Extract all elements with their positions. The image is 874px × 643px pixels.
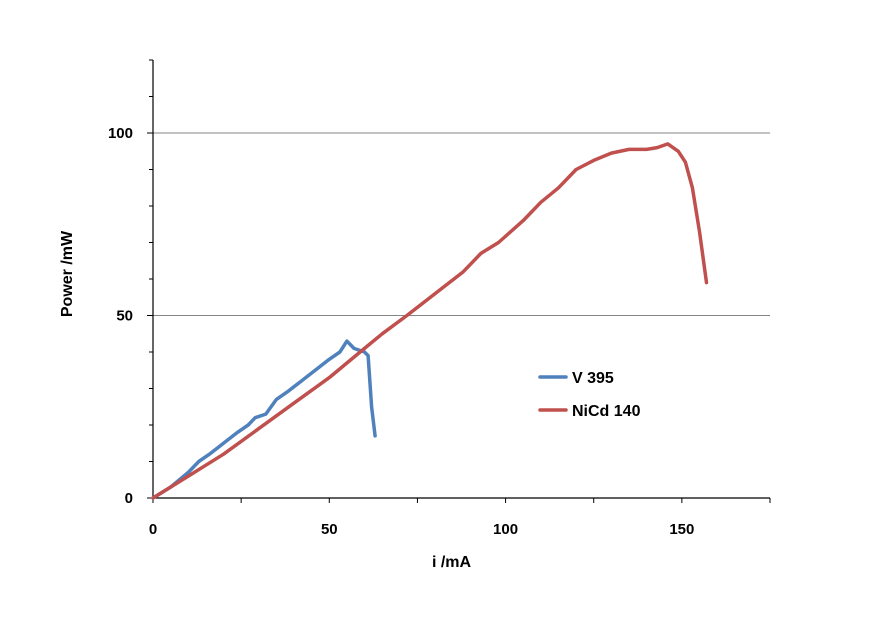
y-tick-label-100: 100	[108, 125, 133, 142]
axes	[152, 60, 770, 499]
ticks: 0 50 100 0 50 100 150	[108, 59, 771, 538]
legend-label-1: NiCd 140	[572, 403, 641, 420]
x-axis-label: i /mA	[432, 554, 472, 571]
x-tick-label-100: 100	[493, 521, 518, 538]
y-tick-label-50: 50	[116, 308, 133, 325]
x-tick-label-150: 150	[669, 521, 694, 538]
legend: V 395 NiCd 140	[538, 370, 641, 420]
series-line-1	[151, 142, 709, 500]
legend-label-0: V 395	[572, 370, 614, 387]
series-group	[151, 142, 709, 500]
grid-lines	[153, 132, 770, 316]
x-tick-label-0: 0	[149, 521, 157, 538]
series-line-0	[151, 339, 377, 500]
y-axis-label: Power /mW	[59, 230, 76, 317]
x-tick-label-50: 50	[321, 521, 338, 538]
y-tick-label-0: 0	[125, 490, 133, 507]
